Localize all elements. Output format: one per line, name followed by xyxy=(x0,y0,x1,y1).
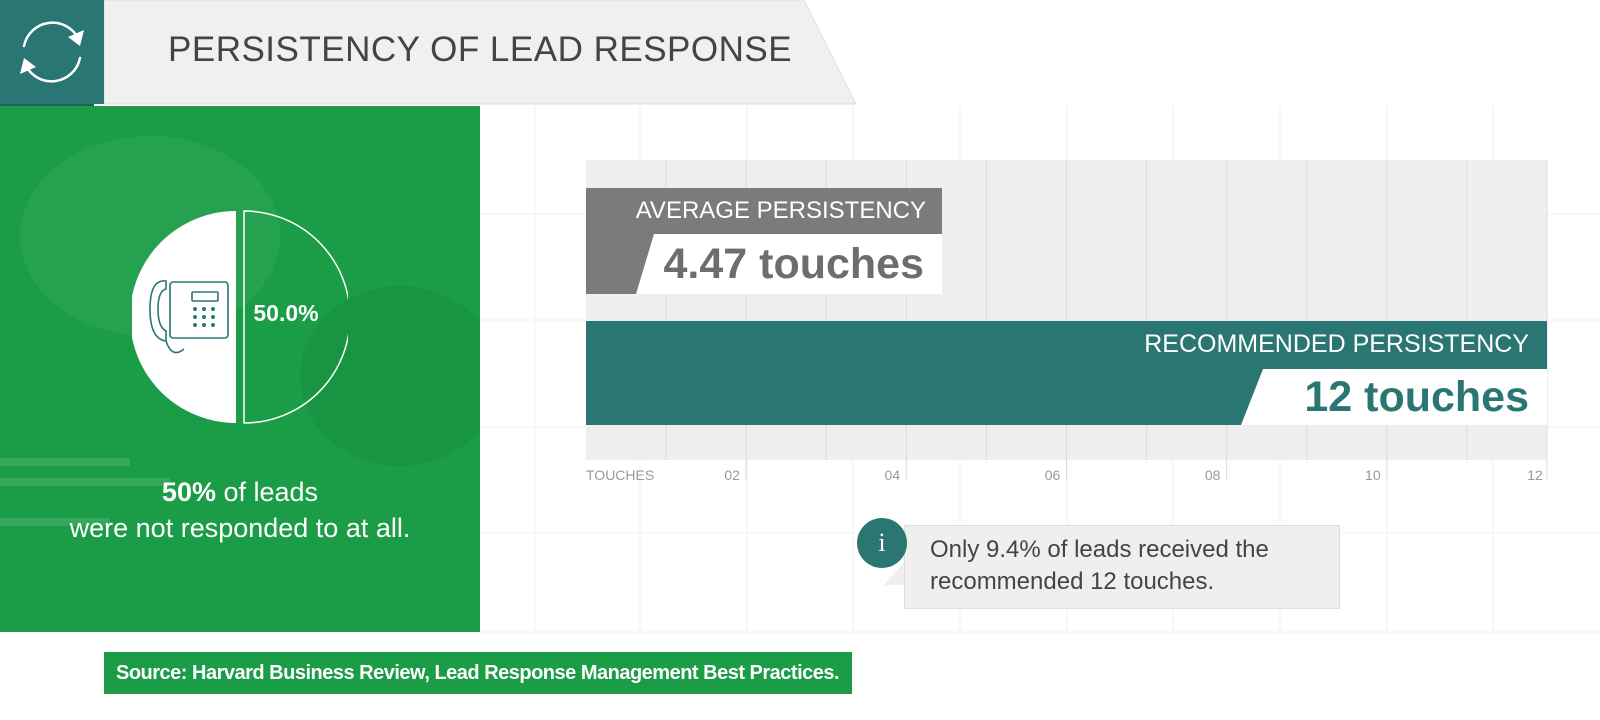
phone-icon xyxy=(149,280,229,354)
avg-persistency-bar: AVERAGE PERSISTENCY xyxy=(586,188,942,234)
recommended-persistency-bar: RECOMMENDED PERSISTENCY 12 touches xyxy=(586,321,1547,425)
avg-persistency-value: 4.47 touches xyxy=(663,240,925,288)
header-banner xyxy=(104,0,856,105)
x-tick-label: 12 xyxy=(1527,467,1543,483)
refresh-icon xyxy=(20,21,84,83)
info-icon: i xyxy=(857,518,907,568)
source-citation: Source: Harvard Business Review, Lead Re… xyxy=(104,652,852,694)
donut-chart xyxy=(132,210,348,424)
stat-panel xyxy=(0,106,480,632)
x-tick-label: 06 xyxy=(1044,467,1061,483)
x-tick-label: 10 xyxy=(1365,467,1381,483)
note-line-2: recommended 12 touches. xyxy=(930,568,1215,595)
panel-texture xyxy=(0,518,110,526)
panel-caption: 50% of leads were not responded to at al… xyxy=(0,474,480,546)
header-icon-box xyxy=(0,0,104,104)
recommended-persistency-label: RECOMMENDED PERSISTENCY xyxy=(1144,330,1529,358)
caption-line-1: 50% of leads xyxy=(0,474,480,510)
donut-outline-half xyxy=(243,210,348,424)
donut-percent-label: 50.0% xyxy=(253,300,319,326)
donut-filled-half xyxy=(132,211,236,423)
panel-texture xyxy=(300,286,480,466)
note-callout xyxy=(904,525,1340,609)
avg-value-tag: 4.47 touches xyxy=(636,234,942,294)
caption-rest: of leads xyxy=(223,477,319,507)
caption-bold-percent: 50% xyxy=(161,477,216,507)
note-text: Only 9.4% of leads received the recommen… xyxy=(930,534,1269,598)
x-axis-title: TOUCHES xyxy=(586,467,655,483)
panel-texture xyxy=(0,478,170,486)
panel-texture xyxy=(0,458,130,466)
caption-line-2: were not responded to at all. xyxy=(69,513,411,543)
note-line-1: Only 9.4% of leads received the xyxy=(930,536,1269,563)
avg-persistency-label: AVERAGE PERSISTENCY xyxy=(635,197,926,224)
x-tick-label: 08 xyxy=(1204,467,1221,483)
x-tick-label: 04 xyxy=(884,467,901,483)
recommended-persistency-value: 12 touches xyxy=(1304,373,1529,421)
page-title: PERSISTENCY OF LEAD RESPONSE xyxy=(168,30,793,69)
recommended-value-tag: 12 touches xyxy=(1241,369,1547,425)
x-tick-label: 02 xyxy=(724,467,740,483)
